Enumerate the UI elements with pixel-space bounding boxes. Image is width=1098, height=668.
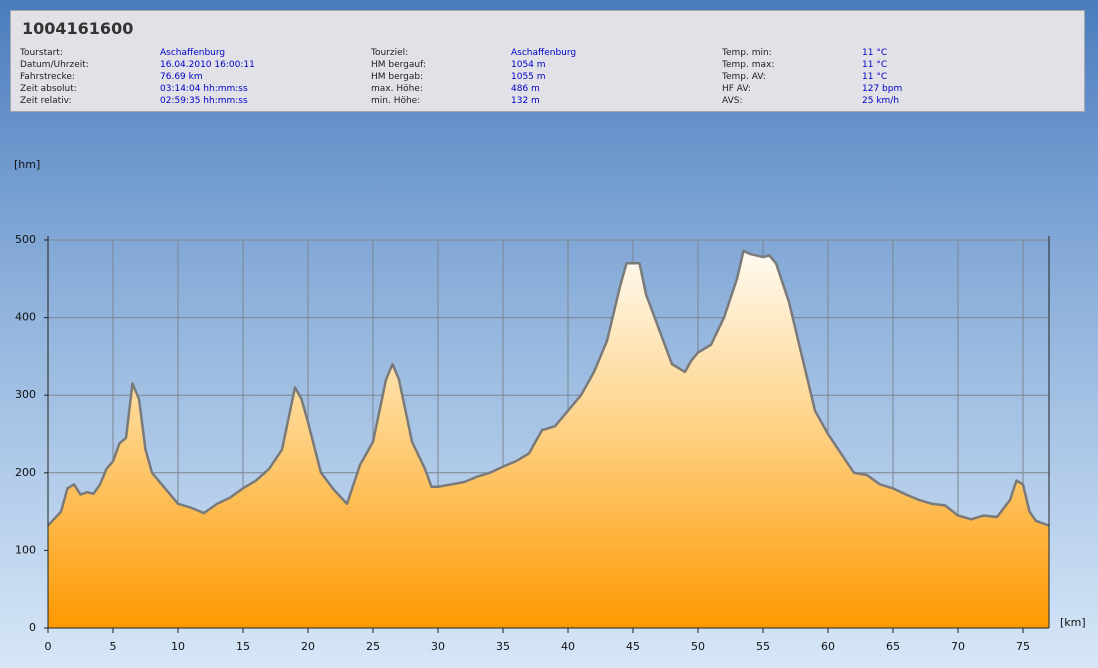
info-panel: 1004161600 Tourstart: Aschaffenburg Datum/… [10,10,1085,112]
info-value: 76.69 km [160,72,203,82]
info-value: 132 m [511,96,540,106]
x-tick-label: 75 [1016,640,1030,653]
x-tick-label: 45 [626,640,640,653]
info-label: Datum/Uhrzeit: [20,60,89,70]
info-value: 486 m [511,84,540,94]
info-value: 127 bpm [862,84,903,94]
info-label: Tourstart: [20,48,63,58]
y-tick-label: 500 [15,233,36,246]
x-tick-label: 60 [821,640,835,653]
info-label: Temp. max: [722,60,775,70]
y-tick-label: 400 [15,311,36,324]
x-tick-label: 15 [236,640,250,653]
x-tick-label: 40 [561,640,575,653]
info-value: 02:59:35 hh:mm:ss [160,96,248,106]
info-label: HM bergab: [371,72,424,82]
info-value: 16.04.2010 16:00:11 [160,60,255,70]
elevation-line [47,249,1050,527]
info-label: AVS: [722,96,743,106]
info-value: 1055 m [511,72,546,82]
info-label: Zeit relativ: [20,96,72,106]
x-tick-label: 35 [496,640,510,653]
x-tick-label: 25 [366,640,380,653]
info-label: HF AV: [722,84,751,94]
info-label: Temp. AV: [722,72,766,82]
x-tick-label: 55 [756,640,770,653]
y-tick-label: 200 [15,466,36,479]
x-tick-label: 30 [431,640,445,653]
x-tick-label: 65 [886,640,900,653]
info-value: 11 °C [862,60,888,70]
x-tick-label: 5 [110,640,117,653]
x-tick-label: 10 [171,640,185,653]
x-tick-label: 50 [691,640,705,653]
y-tick-label: 100 [15,543,36,556]
info-label: max. Höhe: [371,84,423,94]
info-value: 03:14:04 hh:mm:ss [160,84,248,94]
info-value: 1054 m [511,60,546,70]
info-value: 11 °C [862,48,888,58]
y-tick-label: 300 [15,388,36,401]
info-value: 11 °C [862,72,888,82]
x-tick-label: 70 [951,640,965,653]
info-label: Temp. min: [722,48,772,58]
x-tick-label: 20 [301,640,315,653]
tour-title: 1004161600 [22,19,134,38]
info-label: Tourziel: [371,48,409,58]
info-label: HM bergauf: [371,60,426,70]
info-value: Aschaffenburg [511,48,577,58]
info-value: Aschaffenburg [160,48,226,58]
info-label: Zeit absolut: [20,84,77,94]
y-axis-label: [hm] [14,158,40,171]
info-label: Fahrstrecke: [20,72,75,82]
x-tick-label: 0 [45,640,52,653]
elevation-area [48,250,1049,628]
info-label: min. Höhe: [371,96,421,106]
x-axis-label: [km] [1060,616,1086,629]
info-value: 25 km/h [862,96,900,106]
y-tick-label: 0 [29,621,36,634]
